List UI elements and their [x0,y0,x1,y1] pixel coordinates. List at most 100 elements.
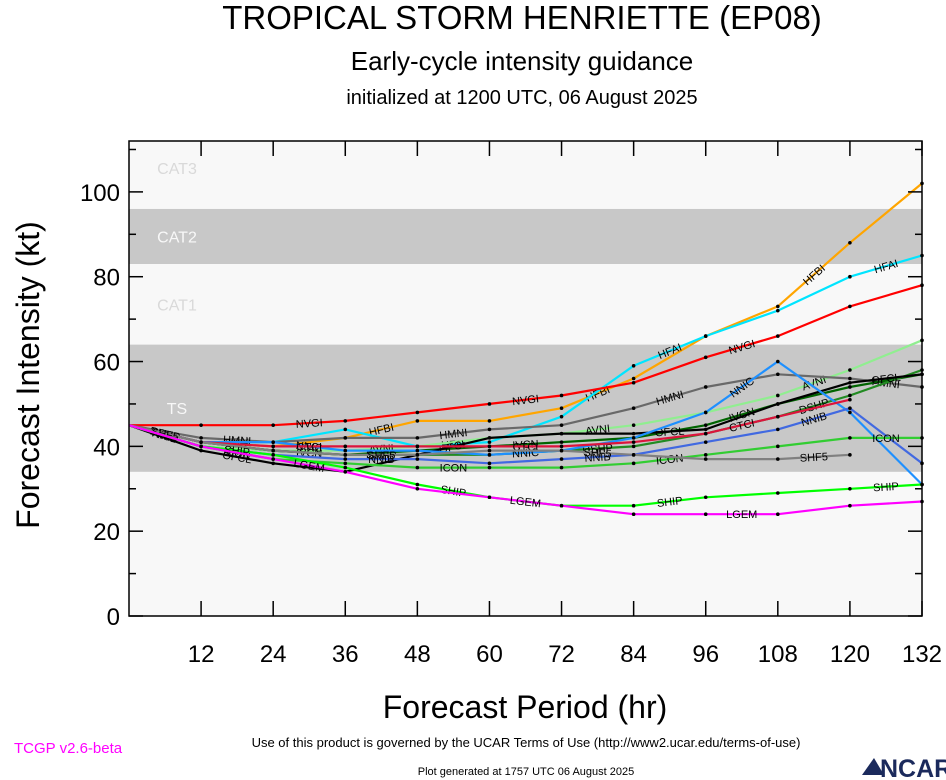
x-tick-label: 36 [332,641,359,668]
data-point [199,440,203,444]
data-point [703,440,708,444]
data-point [559,448,564,453]
series-label-lgem: LGEM [293,458,326,475]
series-label-ship: SHIP [440,484,467,500]
series-label-lgem: LGEM [726,509,757,521]
x-tick-label: 120 [830,641,870,668]
y-axis-label: Forecast Intensity (kt) [10,221,46,529]
data-point [415,436,420,440]
series-lgem: LGEM LGEM LGEM [128,424,924,521]
data-point [848,368,852,372]
data-point [487,419,492,423]
series-label-nnib: NNIB [368,454,394,466]
series-label-hmni: HMNI [439,427,468,442]
data-point [848,240,852,245]
series-label-ctci: CTCI [296,441,322,453]
data-point [343,427,348,432]
chart-subtitle: Early-cycle intensity guidance [351,46,694,76]
data-point [703,410,708,415]
data-point [848,397,852,402]
data-point [415,482,420,487]
data-point [271,444,275,449]
x-tick-label: 132 [902,641,942,668]
data-point [776,393,780,398]
x-axis-label: Forecast Period (hr) [383,689,668,725]
series-line-ofcl [128,373,923,473]
terms-of-use: Use of this product is governed by the U… [252,735,801,750]
data-point [631,440,636,444]
series-label-ctci: CTCI [728,417,756,435]
band-label-cat3: CAT3 [157,161,197,178]
plot-generated: Plot generated at 1757 UTC 06 August 202… [418,766,635,778]
data-point [631,406,636,410]
band-label-cat1: CAT1 [157,297,197,314]
series-label-ivcn: IVCN [512,438,539,452]
series-label-nnib: NNIB [584,451,611,465]
data-point [415,419,420,423]
data-point [703,385,708,389]
data-point [848,376,852,381]
data-point [487,461,492,466]
series-label-ship: SHIP [873,481,899,495]
data-point [415,453,420,457]
data-point [631,380,636,385]
x-tick-label: 12 [188,641,215,668]
data-point [848,304,852,309]
y-tick-label: 0 [107,604,120,631]
data-point [343,470,348,474]
data-point [776,334,780,338]
data-point [631,423,636,427]
data-point [199,436,203,440]
series-label-lgem: LGEM [509,495,541,511]
data-point [343,436,348,440]
data-point [559,393,564,398]
x-tick-label: 72 [548,641,575,668]
data-point [487,440,492,444]
data-point [415,457,420,461]
data-point [848,380,852,385]
data-point [271,453,275,457]
data-point [199,423,203,427]
data-point [199,448,203,453]
data-point [848,486,852,491]
data-point [631,453,636,457]
data-point [631,512,636,517]
data-point [703,495,708,500]
data-point [415,410,420,415]
data-point [776,308,780,313]
data-point [271,423,275,427]
data-point [776,304,780,309]
data-point [631,461,636,466]
data-point [271,457,275,461]
data-point [487,453,492,457]
series-label-shf5: SHF5 [800,451,829,465]
ncar-logo-mark [862,758,884,775]
series-label-ship: SHIP [656,495,683,510]
plot-frame [128,140,923,617]
data-point [559,423,564,427]
data-point [703,457,708,461]
data-point [559,440,564,444]
data-point [343,453,348,457]
data-point [343,461,348,466]
y-tick-label: 20 [93,519,120,546]
series-label-shf5: SHF5 [583,447,612,461]
data-point [703,355,708,360]
data-point [415,444,420,449]
data-point [776,372,780,377]
data-point [415,448,420,453]
series-line-nnic [128,360,923,486]
data-point [487,427,492,432]
data-point [776,457,780,461]
data-point [487,495,492,500]
data-point [487,448,492,453]
data-point [631,363,636,368]
data-point [848,393,852,398]
band-cat2 [129,208,922,264]
data-point [559,503,564,508]
x-tick-label: 84 [620,641,647,668]
chart-init-time: initialized at 1200 UTC, 06 August 2025 [346,87,697,109]
band-cat1 [129,263,922,345]
data-point [703,453,708,457]
